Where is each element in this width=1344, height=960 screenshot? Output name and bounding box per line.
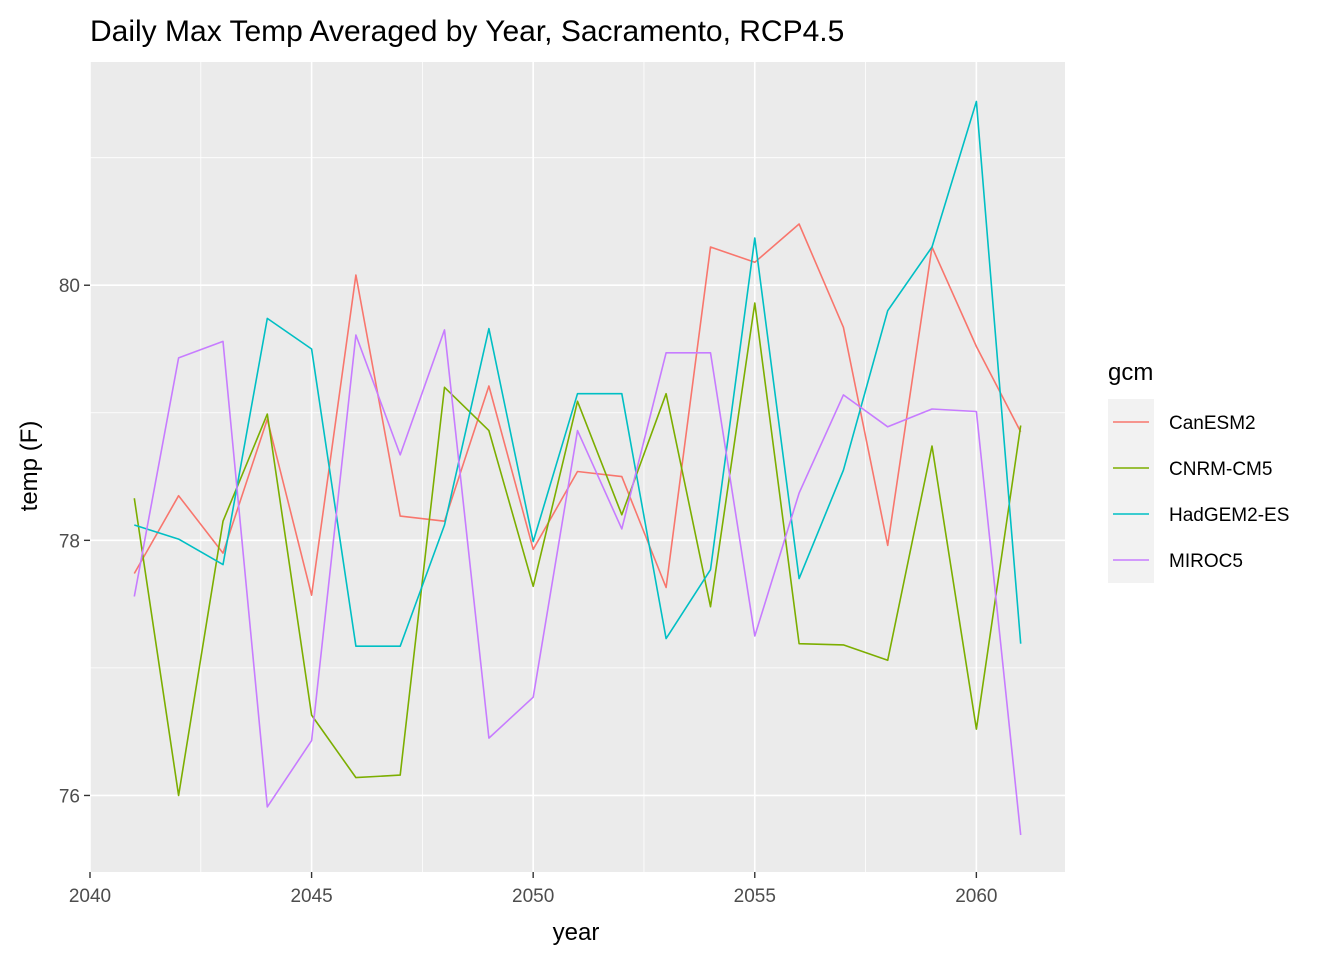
chart-title: Daily Max Temp Averaged by Year, Sacrame…	[90, 15, 844, 48]
plot-panel	[90, 62, 1065, 872]
y-tick-label: 78	[59, 531, 80, 552]
legend-key-background	[1108, 399, 1154, 583]
series-line-hadgem2-es	[134, 100, 1022, 648]
x-tick-label: 2050	[512, 886, 554, 907]
series-line-canesm2	[133, 223, 1022, 597]
legend-label: CNRM-CM5	[1169, 459, 1272, 480]
major-gridlines	[89, 62, 1065, 872]
y-tick-label: 76	[59, 786, 80, 807]
legend: gcm CanESM2 CNRM-CM5 HadGEM2-ES MIROC5	[1108, 359, 1289, 583]
legend-label: CanESM2	[1169, 413, 1256, 434]
x-tick-label: 2055	[734, 886, 776, 907]
x-tick-label: 2060	[955, 886, 997, 907]
x-axis-title: year	[553, 919, 600, 946]
minor-gridlines	[90, 62, 1065, 872]
x-tick-label: 2040	[69, 886, 111, 907]
x-tick-label: 2045	[290, 886, 332, 907]
legend-title: gcm	[1108, 359, 1153, 386]
y-axis-ticks: 76 78 80	[59, 276, 90, 807]
legend-label: HadGEM2-ES	[1169, 505, 1289, 526]
y-axis-title: temp (F)	[16, 421, 43, 512]
y-tick-label: 80	[59, 276, 80, 297]
series-lines	[133, 100, 1022, 836]
x-axis-ticks: 2040 2045 2050 2055 2060	[69, 872, 998, 907]
series-line-cnrm-cm5	[133, 302, 1022, 797]
legend-label: MIROC5	[1169, 551, 1243, 572]
series-line-miroc5	[133, 329, 1022, 836]
